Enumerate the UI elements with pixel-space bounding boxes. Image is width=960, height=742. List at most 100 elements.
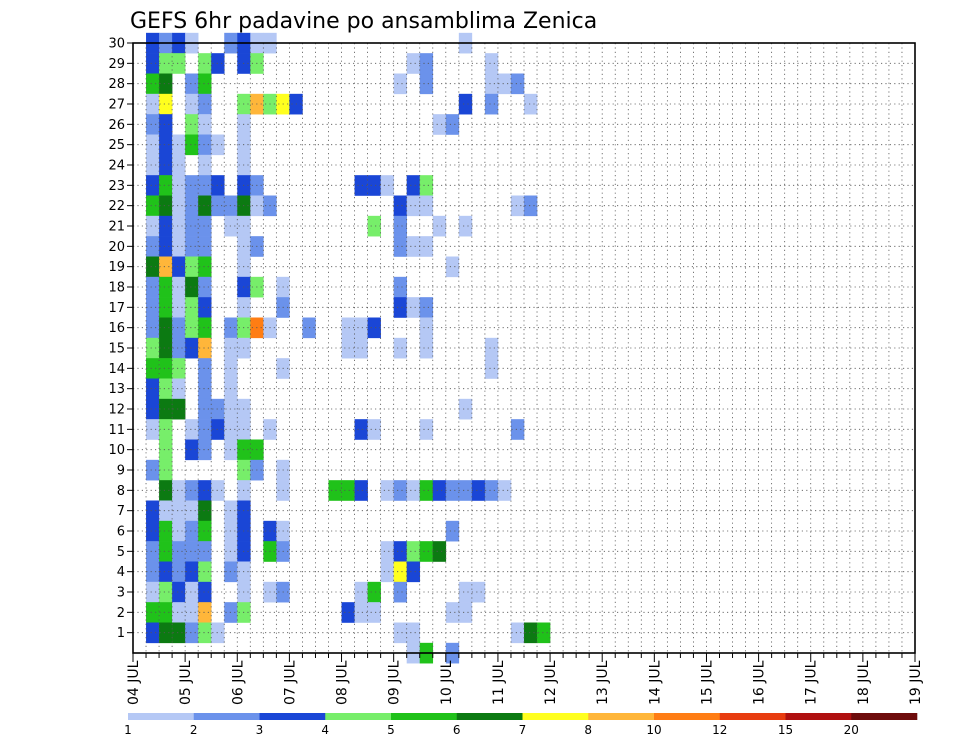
x-tick-label: 16 JUL <box>752 660 768 705</box>
heatmap-cell <box>367 175 381 196</box>
heatmap-cell <box>406 622 421 644</box>
heatmap-cell <box>419 317 434 339</box>
heatmap-cell <box>159 398 173 420</box>
heatmap-cell <box>510 73 525 95</box>
heatmap-cell <box>198 154 212 176</box>
heatmap-cell <box>146 317 160 339</box>
heatmap-cell <box>172 337 186 359</box>
heatmap-cell <box>146 337 160 359</box>
y-tick-label: 4 <box>117 565 125 580</box>
colorbar: 1 2 3 4 5 6 7 8 10 12 15 20 <box>124 713 918 737</box>
heatmap-cell <box>159 419 173 440</box>
heatmap-cell <box>458 480 473 501</box>
heatmap-cell <box>185 602 199 623</box>
heatmap-cell <box>211 398 225 420</box>
heatmap-cell <box>445 602 460 623</box>
heatmap-cell <box>328 480 342 501</box>
heatmap-cell <box>211 480 225 501</box>
colorbar-swatch <box>719 713 786 720</box>
x-tick-label: 08 JUL <box>335 660 351 705</box>
heatmap-cell <box>198 439 212 461</box>
heatmap-cell <box>185 480 199 501</box>
heatmap-cell <box>146 358 160 379</box>
heatmap-cell <box>406 541 421 562</box>
heatmap-cell <box>146 215 160 237</box>
heatmap-cell <box>419 297 434 318</box>
heatmap-cell <box>445 520 460 542</box>
colorbar-swatch <box>785 713 852 720</box>
heatmap-cell <box>419 175 434 196</box>
heatmap-cell <box>198 215 212 237</box>
heatmap-cell <box>198 378 212 400</box>
heatmap-cell <box>458 398 473 420</box>
heatmap-cell <box>146 53 160 74</box>
heatmap-cell <box>198 561 212 583</box>
heatmap-cell <box>185 622 199 644</box>
chart-title: GEFS 6hr padavine po ansamblima Zenica <box>130 9 597 34</box>
heatmap-cell <box>146 175 160 196</box>
heatmap-cell <box>393 297 407 318</box>
y-tick-label: 6 <box>117 525 125 540</box>
heatmap-cell <box>406 480 421 501</box>
heatmap-cell <box>380 561 394 583</box>
heatmap-cell <box>172 541 186 562</box>
heatmap-cell <box>172 195 186 217</box>
heatmap-cell <box>146 500 160 522</box>
heatmap-cell <box>380 175 394 196</box>
heatmap-cell <box>159 175 173 196</box>
colorbar-label: 10 <box>646 723 661 737</box>
heatmap-cell <box>419 337 434 359</box>
heatmap-cell <box>146 154 160 176</box>
heatmap-cell <box>159 236 173 257</box>
heatmap-cell <box>393 337 407 359</box>
heatmap-cell <box>159 358 173 379</box>
y-tick-label: 28 <box>108 77 125 92</box>
heatmap-cell <box>393 73 407 95</box>
x-tick-label: 07 JUL <box>282 660 298 705</box>
x-tick-label: 05 JUL <box>178 660 194 705</box>
heatmap-cell <box>146 459 160 481</box>
heatmap-cell <box>497 480 512 501</box>
heatmap-cell <box>185 236 199 257</box>
heatmap-cell <box>159 114 173 135</box>
colorbar-label: 1 <box>124 723 132 737</box>
heatmap-cell <box>159 378 173 400</box>
x-tick-label: 14 JUL <box>647 660 663 705</box>
colorbar-label: 20 <box>844 723 859 737</box>
y-tick-label: 21 <box>108 220 125 235</box>
heatmap-cell <box>484 358 499 379</box>
heatmap-cell <box>497 73 512 95</box>
colorbar-label: 8 <box>584 723 592 737</box>
heatmap-cell <box>445 256 460 278</box>
heatmap-cell <box>367 215 381 237</box>
y-tick-label: 18 <box>108 281 125 296</box>
heatmap-cell <box>198 398 212 420</box>
heatmap-cell <box>354 175 368 196</box>
heatmap-cell <box>510 419 525 440</box>
heatmap-cell <box>510 195 525 217</box>
x-tick-label: 09 JUL <box>387 660 403 705</box>
colorbar-label: 15 <box>778 723 793 737</box>
heatmap-cell <box>445 480 460 501</box>
colorbar-swatch <box>456 713 523 720</box>
heatmap-cell <box>146 419 160 440</box>
heatmap-cell <box>172 520 186 542</box>
heatmap-cell <box>146 297 160 318</box>
heatmap-cell <box>406 195 421 217</box>
heatmap-cell <box>146 93 160 115</box>
heatmap-cell <box>393 276 407 298</box>
y-tick-label: 10 <box>108 443 125 458</box>
heatmap-cell <box>198 358 212 379</box>
x-tick-label: 13 JUL <box>595 660 611 705</box>
heatmap-cell <box>185 73 199 95</box>
heatmap-cell <box>419 419 434 440</box>
heatmap-cell <box>159 317 173 339</box>
heatmap-cell <box>393 561 407 583</box>
heatmap-cell <box>146 195 160 217</box>
heatmap-cell <box>185 215 199 237</box>
heatmap-cell <box>341 317 355 339</box>
heatmap-cell <box>146 73 160 95</box>
heatmap-cell <box>172 317 186 339</box>
heatmap-cell <box>406 53 421 74</box>
heatmap-cell <box>510 622 525 644</box>
